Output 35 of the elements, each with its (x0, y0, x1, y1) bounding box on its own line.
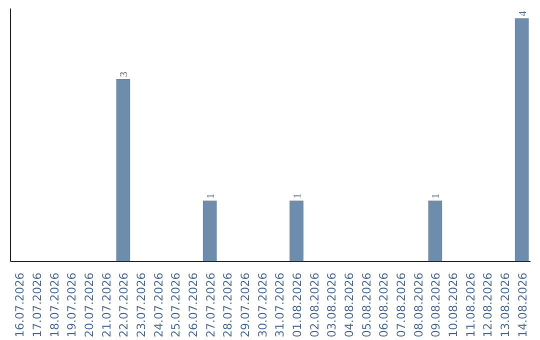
data-label: 1 (292, 193, 304, 199)
x-tick-label: 29.07.2026 (238, 272, 252, 338)
x-tick-label: 05.08.2026 (359, 272, 374, 338)
x-tick-label: 17.07.2026 (30, 272, 44, 338)
data-label: 3 (119, 72, 130, 78)
x-tick-label: 18.07.2026 (47, 272, 62, 338)
x-tick-label: 11.08.2026 (463, 272, 478, 338)
x-tick-label: 26.07.2026 (186, 272, 200, 338)
x-tick-label: 27.07.2026 (203, 272, 218, 338)
x-tick-label: 04.08.2026 (342, 272, 356, 338)
x-tick-label: 23.07.2026 (134, 272, 148, 338)
x-tick-label: 12.08.2026 (480, 272, 495, 338)
x-tick-label: 25.07.2026 (168, 272, 183, 338)
x-tick-label: 09.08.2026 (428, 272, 443, 338)
x-tick-label: 10.08.2026 (446, 272, 460, 338)
x-tick-label: 28.07.2026 (220, 272, 235, 338)
x-tick-label: 30.07.2026 (255, 272, 270, 338)
x-tick-label: 02.08.2026 (307, 272, 322, 338)
x-tick-label: 03.08.2026 (324, 272, 339, 338)
x-tick-label: 24.07.2026 (151, 272, 166, 338)
x-tick-label: 01.08.2026 (290, 272, 304, 338)
data-label: 4 (518, 10, 529, 16)
x-tick-label: 07.08.2026 (394, 272, 408, 338)
x-tick-label: 31.07.2026 (272, 272, 287, 338)
x-tick-label: 14.08.2026 (515, 272, 530, 338)
x-tick-label: 16.07.2026 (12, 272, 27, 338)
x-tick-label: 08.08.2026 (411, 272, 426, 338)
x-tick-label: 20.07.2026 (82, 272, 96, 338)
x-tick-label: 13.08.2026 (498, 272, 512, 338)
data-label: 1 (431, 193, 442, 199)
x-tick-label: 19.07.2026 (64, 272, 79, 338)
x-tick-label: 22.07.2026 (116, 272, 131, 338)
data-label: 1 (206, 193, 217, 199)
x-tick-label: 21.07.2026 (99, 272, 114, 338)
x-tick-label: 06.08.2026 (376, 272, 391, 338)
